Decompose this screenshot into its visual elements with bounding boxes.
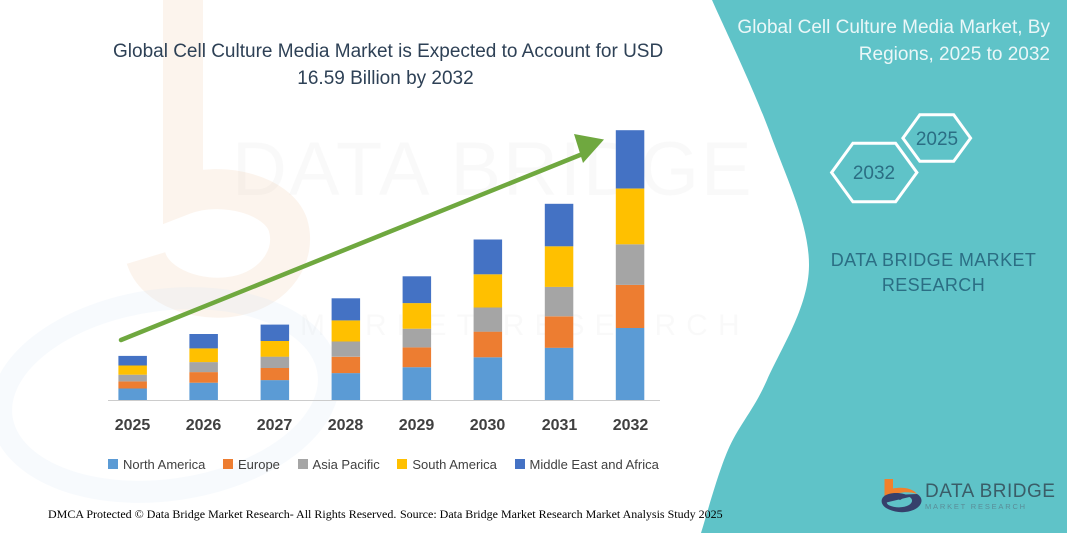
svg-text:MARKET RESEARCH: MARKET RESEARCH: [300, 309, 750, 342]
svg-text:2025: 2025: [916, 129, 958, 150]
svg-text:DATA BRIDGE: DATA BRIDGE: [232, 127, 754, 212]
svg-text:DATA BRIDGE: DATA BRIDGE: [925, 481, 1055, 502]
svg-text:MARKET RESEARCH: MARKET RESEARCH: [925, 502, 1027, 511]
svg-text:2032: 2032: [853, 163, 895, 184]
